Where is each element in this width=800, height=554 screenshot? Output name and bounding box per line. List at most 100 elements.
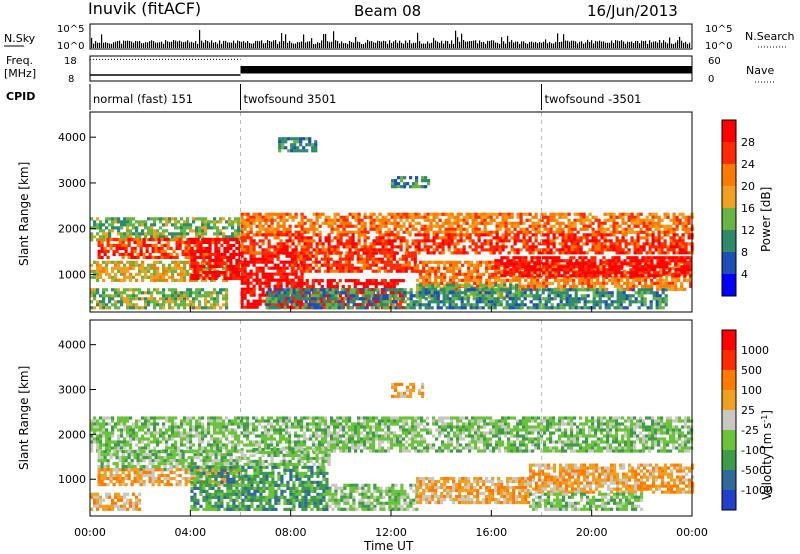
heatmap-cell: [558, 248, 562, 252]
heatmap-cell: [348, 236, 352, 240]
heatmap-cell: [618, 215, 622, 219]
heatmap-cell: [132, 291, 136, 295]
heatmap-cell: [453, 233, 457, 237]
heatmap-cell: [384, 239, 388, 243]
heatmap-cell: [213, 300, 217, 304]
heatmap-cell: [423, 212, 427, 216]
heatmap-cell: [282, 278, 286, 282]
heatmap-cell: [285, 284, 289, 288]
nsky-bar: [287, 42, 289, 48]
heatmap-cell: [327, 221, 331, 225]
nsky-bar: [343, 43, 345, 48]
heatmap-cell: [417, 215, 421, 219]
heatmap-cell: [525, 245, 529, 249]
heatmap-cell: [662, 265, 666, 269]
heatmap-cell: [531, 245, 535, 249]
heatmap-cell: [334, 294, 338, 298]
nsky-bar: [501, 37, 503, 48]
heatmap-cell: [404, 257, 408, 261]
cpid-label: CPID: [6, 90, 35, 103]
heatmap-cell: [455, 260, 459, 264]
heatmap-cell: [477, 221, 481, 225]
heatmap-cell: [126, 275, 130, 279]
heatmap-cell: [258, 281, 262, 285]
heatmap-cell: [653, 268, 657, 272]
heatmap-cell: [129, 232, 133, 236]
heatmap-cell: [286, 300, 290, 304]
heatmap-cell: [482, 283, 486, 287]
heatmap-cell: [417, 242, 421, 246]
heatmap-cell: [632, 278, 636, 282]
heatmap-cell: [570, 221, 574, 225]
heatmap-cell: [314, 279, 318, 283]
heatmap-cell: [153, 232, 157, 236]
heatmap-cell: [585, 251, 589, 255]
heatmap-cell: [177, 260, 181, 264]
heatmap-cell: [395, 266, 399, 270]
nsky-bar: [451, 40, 453, 48]
nsky-bar: [175, 40, 177, 48]
heatmap-cell: [264, 281, 268, 285]
heatmap-cell: [666, 224, 670, 228]
heatmap-cell: [540, 230, 544, 234]
heatmap-cell: [90, 263, 94, 267]
heatmap-cell: [322, 297, 326, 301]
heatmap-cell: [331, 297, 335, 301]
heatmap-cell: [183, 306, 187, 310]
heatmap-cell: [229, 237, 233, 242]
heatmap-cell: [231, 223, 235, 227]
heatmap-cell: [615, 236, 619, 240]
heatmap-cell: [420, 224, 424, 228]
heatmap-cell: [374, 260, 378, 264]
heatmap-cell: [632, 271, 636, 275]
heatmap-cell: [277, 297, 281, 301]
heatmap-cell: [599, 287, 603, 291]
nsky-bar: [335, 40, 337, 48]
heatmap-cell: [399, 245, 403, 249]
heatmap-cell: [246, 251, 250, 255]
heatmap-cell: [270, 251, 274, 255]
heatmap-cell: [479, 260, 483, 264]
heatmap-cell: [504, 227, 508, 231]
heatmap-cell: [554, 256, 558, 260]
heatmap-cell: [111, 229, 115, 233]
heatmap-cell: [349, 306, 353, 310]
heatmap-cell: [373, 288, 377, 292]
heatmap-cell: [503, 281, 507, 285]
heatmap-cell: [258, 302, 262, 306]
heatmap-cell: [545, 278, 549, 282]
heatmap-cell: [156, 229, 160, 233]
heatmap-cell: [302, 266, 306, 270]
heatmap-cell: [299, 269, 303, 273]
heatmap-cell: [362, 285, 366, 289]
heatmap-cell: [315, 218, 319, 222]
heatmap-cell: [393, 236, 397, 240]
heatmap-cell: [99, 294, 103, 298]
heatmap-cell: [384, 215, 388, 219]
heatmap-cell: [114, 266, 118, 270]
heatmap-cell: [612, 224, 616, 228]
heatmap-cell: [205, 249, 209, 254]
heatmap-cell: [545, 259, 549, 263]
heatmap-cell: [609, 245, 613, 249]
heatmap-cell: [399, 212, 403, 216]
heatmap-cell: [373, 297, 377, 301]
heatmap-cell: [435, 212, 439, 216]
heatmap-cell: [226, 267, 230, 272]
heatmap-cell: [672, 215, 676, 219]
heatmap-cell: [591, 230, 595, 234]
heatmap-cell: [129, 266, 133, 270]
heatmap-cell: [465, 215, 469, 219]
heatmap-cell: [557, 281, 561, 285]
heatmap-cell: [414, 233, 418, 237]
heatmap-cell: [536, 256, 540, 260]
heatmap-cell: [180, 235, 184, 239]
heatmap-cell: [114, 294, 118, 298]
heatmap-cell: [645, 230, 649, 234]
heatmap-cell: [396, 236, 400, 240]
heatmap-cell: [213, 223, 217, 227]
heatmap-cell: [117, 266, 121, 270]
heatmap-cell: [572, 271, 576, 275]
heatmap-cell: [318, 239, 322, 243]
heatmap-cell: [329, 251, 333, 255]
